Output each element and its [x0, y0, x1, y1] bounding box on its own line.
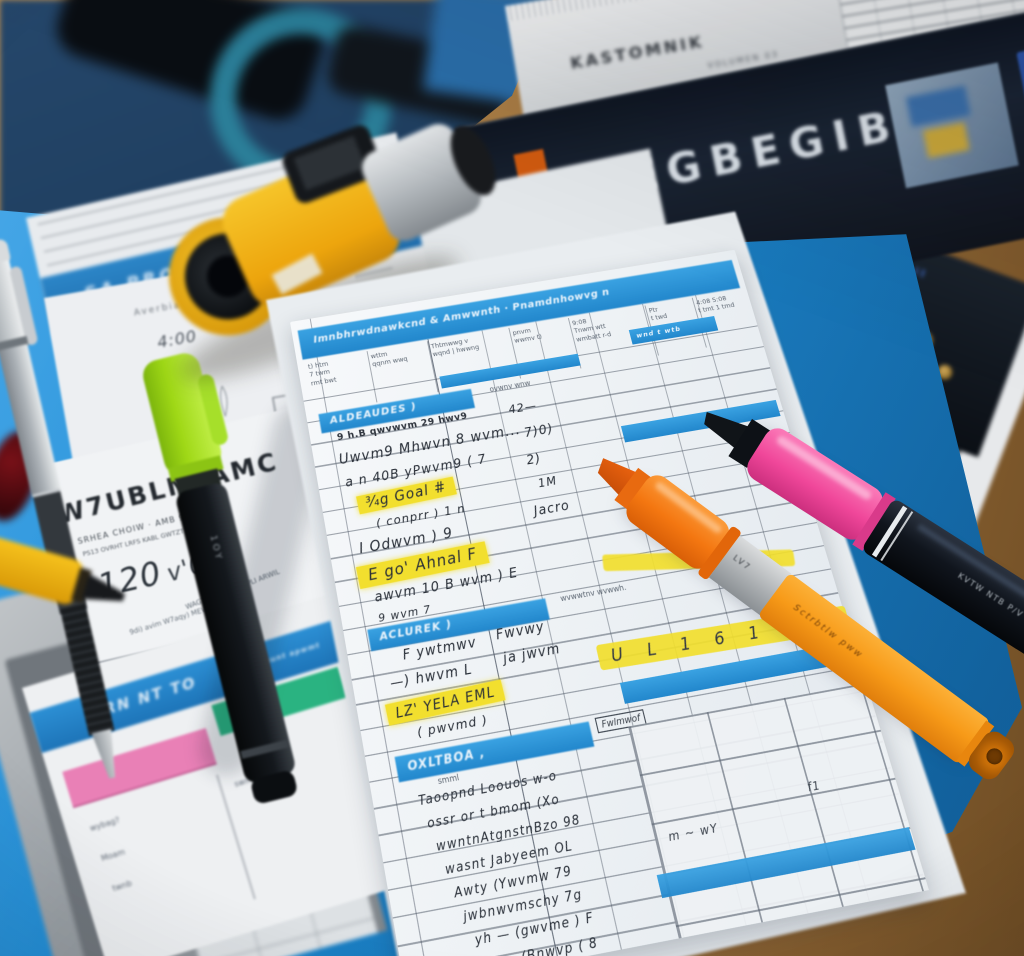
green-marker-text: 1OY	[207, 534, 224, 563]
pink-barrel-text: KVTW NTB P/V	[956, 571, 1024, 620]
spine-photo-thumb	[885, 62, 1019, 189]
thumb-yellow-blob	[922, 122, 970, 159]
silver-band-text: LV7	[731, 553, 753, 573]
orange-barrel-text: Sctrbtlw pww	[791, 602, 865, 662]
ern-row: wybag?	[88, 815, 121, 834]
pen-tip-cone	[92, 729, 122, 780]
header-sub-band-text: wnd t wtb	[635, 324, 682, 340]
spine-blue-label: ♛ EDGN PARUD RE	[1016, 27, 1024, 179]
yellow-pen-tip	[82, 574, 128, 610]
thumb-blue-blob	[905, 85, 971, 127]
ern-row: Moam	[100, 847, 127, 864]
marker-ring	[240, 739, 289, 759]
ern-row: twnb	[111, 878, 133, 894]
hw-value: 2)	[524, 450, 543, 468]
header-cell: t) htm 7 twm rmt bwt	[304, 351, 378, 413]
header-cell: wttm qqnm wwq	[367, 341, 439, 403]
book-white-title: KASTOMNIK	[568, 31, 706, 73]
